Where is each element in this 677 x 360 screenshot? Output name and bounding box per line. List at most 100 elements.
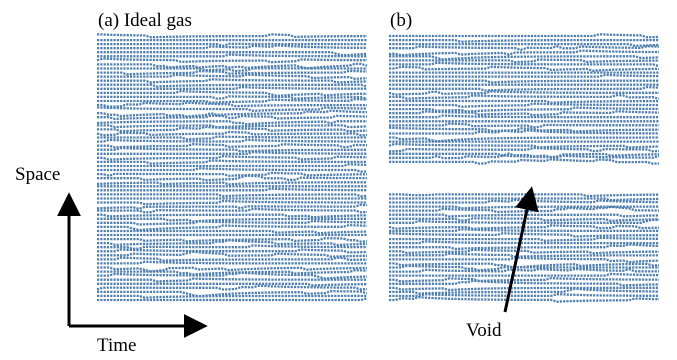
trajectory-line [388,232,659,238]
trajectory-line [97,163,368,168]
trajectory-line [97,89,368,98]
trajectory-line [389,45,660,52]
trajectory-line [389,279,660,287]
trajectory-line [389,55,660,61]
trajectory-line [97,62,368,70]
trajectory-line [97,69,368,76]
trajectory-line [97,174,367,182]
trajectory-line [389,79,659,84]
trajectory-line [97,217,367,223]
trajectory-line [389,228,659,233]
panel-a-title: (a) Ideal gas [98,10,192,31]
panel-b-title: (b) [390,10,412,31]
trajectory-line [389,243,660,251]
trajectory-line [97,167,368,173]
trajectory-line [97,95,368,101]
trajectory-line [389,296,660,303]
trajectory-line [389,94,660,101]
trajectory-line [96,284,368,291]
trajectory-line [388,90,659,96]
trajectory-line [389,213,660,218]
trajectory-line [389,276,659,283]
trajectory-line [97,83,368,88]
trajectory-line [388,49,659,57]
trajectory-line [97,42,367,48]
trajectory-line [96,106,368,112]
trajectory-line [389,65,659,72]
trajectory-line [389,110,660,117]
trajectory-line [97,67,367,73]
trajectory-line [97,159,367,165]
trajectory-line [389,85,660,92]
trajectory-line [389,272,660,277]
trajectory-line [97,244,367,251]
trajectory-line [97,78,368,84]
trajectory-line [97,207,368,214]
trajectory-line [97,109,368,118]
trajectory-line [97,223,368,232]
space-axis-label: Space [15,164,60,185]
trajectory-line [97,51,368,57]
trajectory-line [97,114,368,121]
trajectory-line [97,219,368,226]
trajectory-line [97,282,367,287]
void-label: Void [466,320,502,341]
trajectory-line [96,181,367,186]
void-arrow [503,186,539,313]
trajectory-line [97,213,368,219]
trajectory-line [97,277,367,283]
trajectory-line [97,146,367,153]
trajectory-line [389,256,660,264]
panel-a-trajectories [96,33,368,302]
trajectory-line [96,120,367,126]
trajectory-line [96,57,367,64]
trajectory-line [97,125,368,133]
trajectory-line [389,264,659,272]
trajectory-line [389,114,659,119]
trajectory-line [389,248,660,255]
trajectory-line [389,193,660,198]
trajectory-line [97,97,368,104]
trajectory-line [97,101,367,108]
trajectory-line [389,106,659,113]
trajectory-line [389,293,659,298]
trajectory-line [389,287,660,295]
trajectory-line [97,294,367,299]
trajectory-line [389,99,659,104]
trajectory-line [389,152,660,159]
trajectory-line [389,42,660,47]
trajectory-line [389,38,659,43]
trajectory-line [97,269,368,276]
trajectory-line [96,33,367,39]
trajectory-line [389,252,659,258]
trajectory-line [97,85,367,90]
trajectory-line [389,205,659,210]
trajectory-line [389,33,660,39]
trajectory-line [97,150,367,155]
trajectory-line [97,44,367,50]
trajectory-line [97,239,368,247]
trajectory-line [97,53,367,58]
trajectory-line [97,187,367,192]
trajectory-line [97,271,368,280]
trajectory-line [389,122,659,129]
trajectory-line [389,267,659,273]
trajectory-line [97,290,368,298]
trajectory-line [97,266,368,273]
trajectory-line [389,73,660,78]
trajectory-line [97,260,367,265]
trajectory-line [97,250,368,258]
trajectory-line [388,126,660,133]
trajectory-line [96,203,368,211]
trajectory-line [97,124,368,129]
trajectory-line [389,129,659,135]
trajectory-line [97,248,368,254]
trajectory-line [97,193,368,198]
trajectory-line [389,218,660,224]
trajectory-line [97,229,368,235]
trajectory-line [389,154,660,160]
trajectory-line [389,136,659,143]
trajectory-line [97,142,368,149]
trajectory-line [388,146,660,153]
trajectory-line [97,135,367,141]
